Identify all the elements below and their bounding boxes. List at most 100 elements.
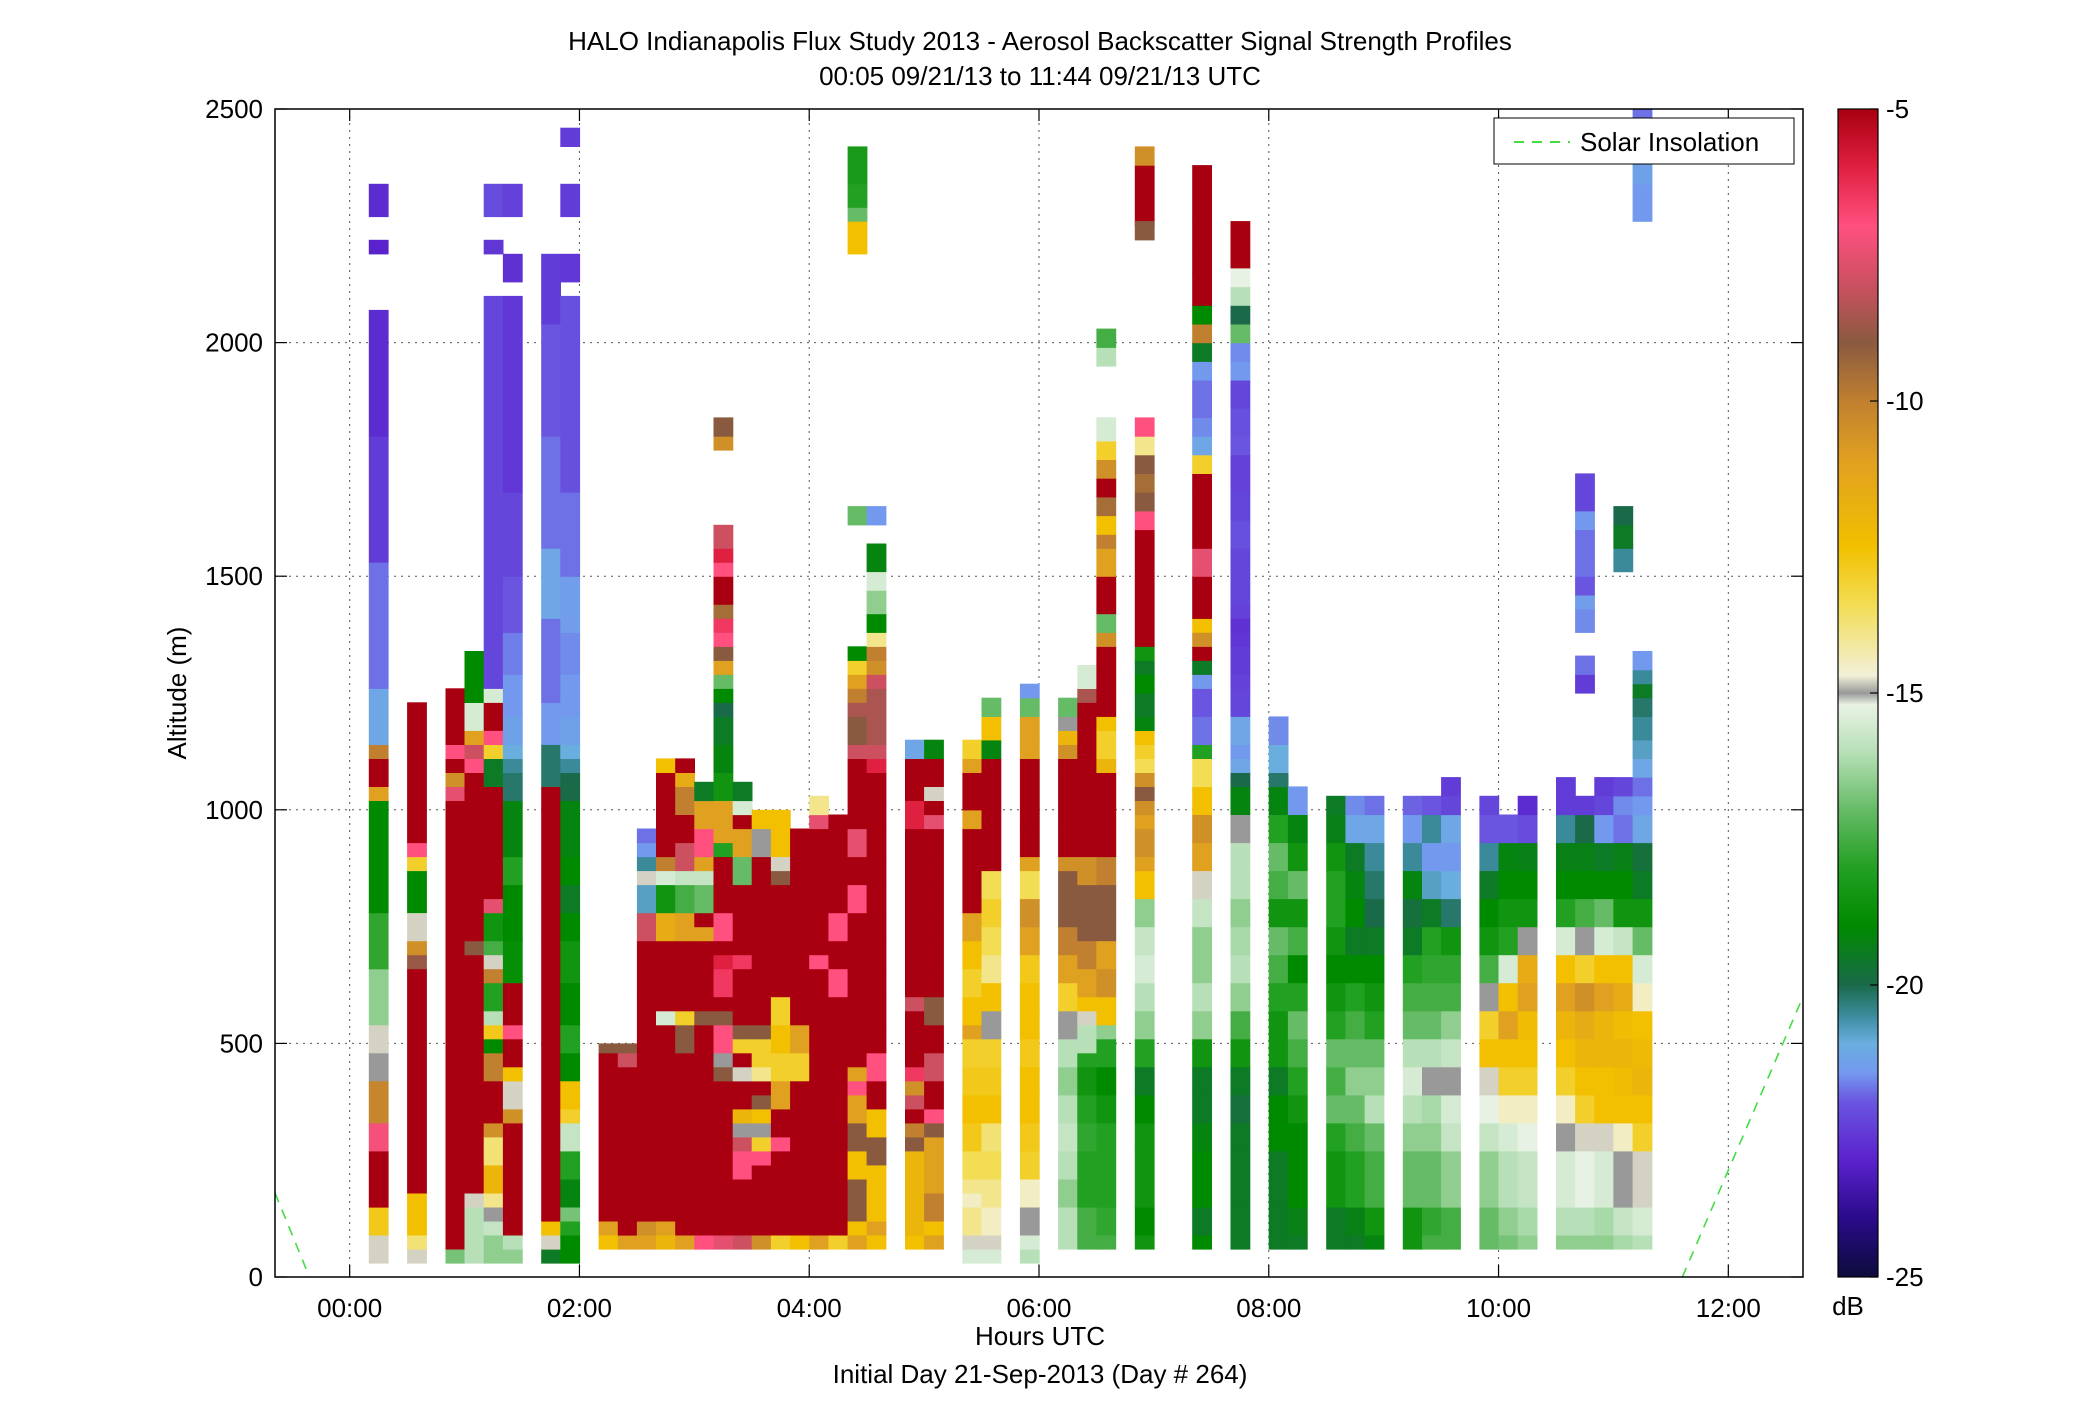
backscatter-cell <box>981 1150 1002 1180</box>
backscatter-cell <box>905 856 925 886</box>
backscatter-cell <box>1517 898 1538 928</box>
backscatter-cell <box>770 1108 791 1138</box>
backscatter-cell <box>924 758 944 773</box>
backscatter-cell <box>1058 772 1078 830</box>
backscatter-cell <box>751 1066 772 1082</box>
backscatter-cell <box>809 828 829 858</box>
backscatter-cell <box>368 744 389 759</box>
backscatter-cell <box>1268 870 1289 900</box>
backscatter-cell <box>502 1235 523 1250</box>
backscatter-cell <box>1287 1122 1308 1152</box>
backscatter-cell <box>1019 898 1040 928</box>
backscatter-cell <box>560 1024 581 1054</box>
backscatter-cell <box>1268 744 1289 773</box>
backscatter-cell <box>1517 982 1538 1012</box>
backscatter-cell <box>560 1220 581 1236</box>
backscatter-cell <box>866 744 887 759</box>
backscatter-cell <box>1230 1150 1251 1208</box>
backscatter-cell <box>924 786 944 801</box>
backscatter-cell <box>1134 510 1155 531</box>
backscatter-cell <box>1134 1038 1155 1068</box>
y-axis-ticks: 0 500 1000 1500 2000 2500 <box>205 94 1803 1292</box>
backscatter-cell <box>713 772 734 801</box>
backscatter-cell <box>962 996 983 1026</box>
backscatter-cell <box>1268 898 1289 928</box>
backscatter-cell <box>675 758 695 773</box>
backscatter-cell <box>445 1249 466 1264</box>
backscatter-cell <box>732 884 753 914</box>
backscatter-cell <box>541 702 561 745</box>
backscatter-cell <box>1287 926 1308 956</box>
backscatter-cell <box>1364 982 1385 1012</box>
backscatter-cell <box>1575 954 1595 984</box>
backscatter-cell <box>1134 1122 1155 1152</box>
backscatter-cell <box>1077 758 1098 773</box>
backscatter-cell <box>847 1150 868 1180</box>
backscatter-cell <box>1058 1094 1078 1124</box>
backscatter-cell <box>809 1192 829 1236</box>
backscatter-cell <box>1594 1122 1615 1152</box>
backscatter-cell <box>1632 1206 1653 1236</box>
backscatter-cell <box>1019 954 1040 984</box>
backscatter-cell <box>1192 618 1212 633</box>
backscatter-cell <box>1345 1206 1366 1236</box>
backscatter-cell <box>694 912 715 928</box>
backscatter-cell <box>1134 454 1155 474</box>
backscatter-cell <box>1402 982 1423 1012</box>
backscatter-cell <box>1134 856 1155 872</box>
backscatter-cell <box>732 1235 753 1250</box>
backscatter-cell <box>1422 1038 1442 1068</box>
backscatter-cell <box>636 870 657 886</box>
backscatter-cell <box>1364 1010 1385 1040</box>
backscatter-cell <box>924 800 944 816</box>
backscatter-cell <box>962 1150 983 1180</box>
backscatter-cell <box>1575 1094 1595 1124</box>
backscatter-cell <box>847 884 868 914</box>
backscatter-cell <box>1287 1038 1308 1068</box>
backscatter-cell <box>541 1220 561 1236</box>
backscatter-cell <box>541 1108 561 1124</box>
backscatter-cell <box>694 856 715 872</box>
backscatter-cell <box>617 1235 638 1250</box>
backscatter-cell <box>1134 730 1155 745</box>
backscatter-cell <box>1422 1122 1442 1152</box>
backscatter-cell <box>713 702 734 717</box>
backscatter-cell <box>924 968 944 998</box>
backscatter-cell <box>1594 777 1615 797</box>
backscatter-cell <box>1096 548 1117 577</box>
backscatter-cell <box>962 1178 983 1194</box>
backscatter-cell <box>1364 1206 1385 1236</box>
backscatter-cell <box>1402 870 1423 900</box>
backscatter-cell <box>866 828 887 858</box>
backscatter-cell <box>1192 926 1212 956</box>
backscatter-cell <box>1575 926 1595 956</box>
backscatter-cell <box>828 1206 849 1236</box>
backscatter-cell <box>636 1235 657 1250</box>
backscatter-cell <box>1134 982 1155 1012</box>
backscatter-cell <box>1498 926 1519 956</box>
backscatter-cell <box>541 1150 561 1166</box>
backscatter-cell <box>1594 795 1615 816</box>
backscatter-cell <box>1058 982 1078 1012</box>
backscatter-cell <box>1192 744 1212 759</box>
backscatter-cell <box>656 1052 676 1222</box>
backscatter-cell <box>1096 1206 1117 1236</box>
backscatter-cell <box>368 1080 389 1124</box>
backscatter-cell <box>1326 1206 1346 1236</box>
backscatter-cell <box>732 940 753 956</box>
backscatter-cell <box>962 1066 983 1096</box>
backscatter-cell <box>1287 842 1308 872</box>
backscatter-cell <box>1096 730 1117 745</box>
backscatter-cell <box>1441 1150 1461 1208</box>
backscatter-cell <box>751 1150 772 1166</box>
backscatter-cell <box>1230 954 1251 984</box>
backscatter-cell <box>981 697 1002 717</box>
backscatter-cell <box>1192 1010 1212 1040</box>
backscatter-cell <box>732 800 753 816</box>
backscatter-cell <box>636 1150 657 1222</box>
backscatter-cell <box>1345 954 1366 984</box>
backscatter-cell <box>560 716 581 745</box>
x-tick-label: 00:00 <box>317 1293 382 1323</box>
backscatter-cell <box>924 856 944 886</box>
backscatter-cell <box>1326 954 1346 984</box>
